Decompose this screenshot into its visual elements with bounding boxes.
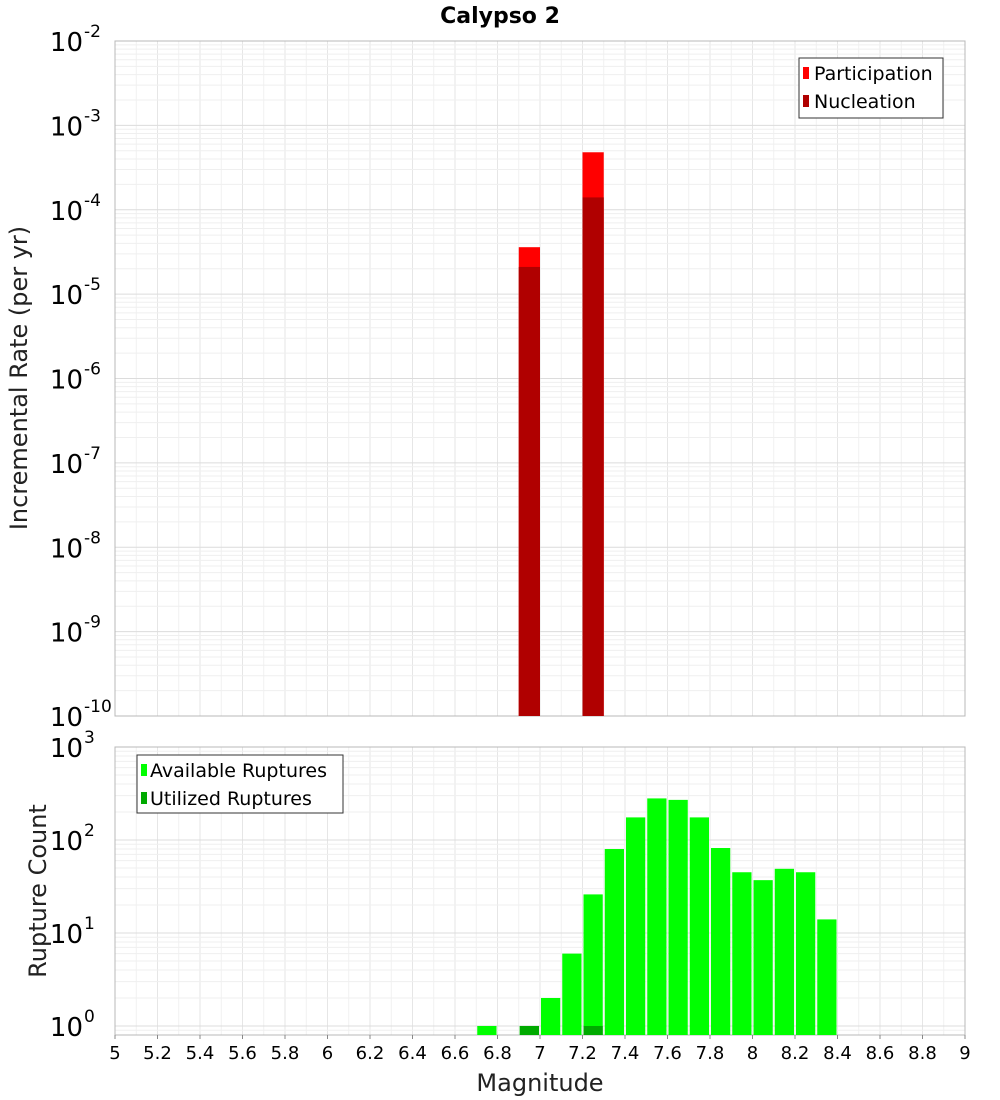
- bar-available-ruptures-7: [647, 798, 667, 1035]
- x-tick-label: 6.4: [398, 1043, 427, 1064]
- y-tick-label-exponent: 3: [84, 728, 95, 748]
- y-tick-label-exponent: 2: [84, 821, 95, 841]
- x-tick-label: 5.4: [186, 1043, 215, 1064]
- y-tick-label-exponent: -6: [84, 360, 101, 380]
- x-tick-label: 8.6: [866, 1043, 895, 1064]
- bar-available-ruptures-13: [774, 868, 794, 1035]
- legend-swatch-utilized: [141, 792, 147, 804]
- x-tick-label: 7.2: [568, 1043, 597, 1064]
- x-tick-label: 7.4: [611, 1043, 640, 1064]
- y-tick-label-base: 10: [50, 450, 83, 480]
- bar-available-ruptures-12: [753, 880, 773, 1035]
- x-tick-label: 5.8: [271, 1043, 300, 1064]
- y-tick-label-base: 10: [50, 534, 83, 564]
- y-tick-label-exponent: 1: [84, 914, 95, 934]
- y-tick-label-exponent: -4: [84, 191, 101, 211]
- x-tick-label: 7.8: [696, 1043, 725, 1064]
- x-tick-label: 8.8: [908, 1043, 937, 1064]
- y-tick-label-base: 10: [50, 1013, 83, 1043]
- legend-swatch-nucleation: [803, 95, 809, 107]
- y-tick-label-exponent: -2: [84, 22, 101, 42]
- y-tick-label-exponent: -7: [84, 444, 101, 464]
- x-tick-label: 6: [322, 1043, 333, 1064]
- legend-swatch-available: [141, 764, 147, 776]
- bar-available-ruptures-14: [796, 872, 816, 1035]
- x-tick-label: 5.6: [228, 1043, 257, 1064]
- y-tick-label-base: 10: [50, 703, 83, 733]
- y-tick-label-base: 10: [50, 619, 83, 649]
- bar-available-ruptures-4: [583, 894, 603, 1035]
- y-tick-label-base: 10: [50, 112, 83, 142]
- y-tick-label-base: 10: [50, 28, 83, 58]
- x-tick-label: 5.2: [143, 1043, 172, 1064]
- y-tick-label-base: 10: [50, 281, 83, 311]
- legend-label-utilized: Utilized Ruptures: [150, 788, 312, 810]
- top-panel-bars: [518, 152, 604, 717]
- x-axis-label: Magnitude: [476, 1069, 603, 1097]
- x-tick-label: 5: [109, 1043, 120, 1064]
- x-tick-label: 6.8: [483, 1043, 512, 1064]
- bottom-legend: Available Ruptures Utilized Ruptures: [136, 754, 344, 814]
- x-tick-label: 6.2: [356, 1043, 385, 1064]
- chart-title: Calypso 2: [440, 4, 560, 29]
- x-tick-label: 7: [534, 1043, 545, 1064]
- bar-available-ruptures-2: [541, 997, 561, 1035]
- y-tick-label-exponent: -8: [84, 528, 101, 548]
- x-tick-label: 6.6: [441, 1043, 470, 1064]
- bar-available-ruptures-6: [626, 817, 646, 1035]
- y-tick-label-exponent: -3: [84, 106, 101, 126]
- bar-utilized-ruptures-1: [583, 1025, 603, 1035]
- bar-nucleation-0: [518, 266, 540, 716]
- bar-available-ruptures-3: [562, 953, 582, 1035]
- legend-label-nucleation: Nucleation: [814, 91, 916, 113]
- top-legend-box: [798, 57, 944, 119]
- top-legend: Participation Nucleation: [798, 57, 944, 119]
- y-tick-label-base: 10: [50, 920, 83, 950]
- bar-available-ruptures-8: [668, 799, 688, 1035]
- bar-available-ruptures-11: [732, 872, 752, 1035]
- y-tick-label-exponent: -10: [84, 697, 112, 717]
- x-tick-label: 8.4: [823, 1043, 852, 1064]
- bottom-legend-box: [136, 754, 344, 814]
- y-tick-label-exponent: 0: [84, 1007, 95, 1027]
- y-tick-label-exponent: -5: [84, 275, 101, 295]
- bar-utilized-ruptures-0: [519, 1025, 539, 1035]
- x-tick-label: 8: [747, 1043, 758, 1064]
- y-tick-label-exponent: -9: [84, 613, 101, 633]
- x-tick-label: 7.6: [653, 1043, 682, 1064]
- y-tick-label-base: 10: [50, 734, 83, 764]
- x-tick-label: 8.2: [781, 1043, 810, 1064]
- bar-available-ruptures-5: [604, 849, 624, 1035]
- top-y-axis-label: Incremental Rate (per yr): [5, 226, 33, 530]
- bar-available-ruptures-15: [817, 919, 837, 1035]
- y-tick-label-base: 10: [50, 827, 83, 857]
- bar-nucleation-1: [582, 197, 604, 717]
- bar-available-ruptures-0: [477, 1025, 497, 1035]
- x-tick-label: 9: [959, 1043, 970, 1064]
- x-axis-ticks: 5 5.2 5.4 5.6 5.8 6 6.2 6.4 6.6 6.8 7 7.2 7.4 7.6 7.8 8…: [109, 1035, 971, 1064]
- y-tick-label-base: 10: [50, 366, 83, 396]
- legend-label-available: Available Ruptures: [150, 760, 327, 782]
- legend-swatch-participation: [803, 67, 809, 79]
- y-tick-label-base: 10: [50, 197, 83, 227]
- bottom-panel-bars: [477, 798, 837, 1035]
- bar-available-ruptures-9: [689, 817, 709, 1035]
- legend-label-participation: Participation: [814, 63, 933, 85]
- bottom-y-axis-label: Rupture Count: [24, 804, 52, 978]
- bar-available-ruptures-10: [711, 848, 731, 1035]
